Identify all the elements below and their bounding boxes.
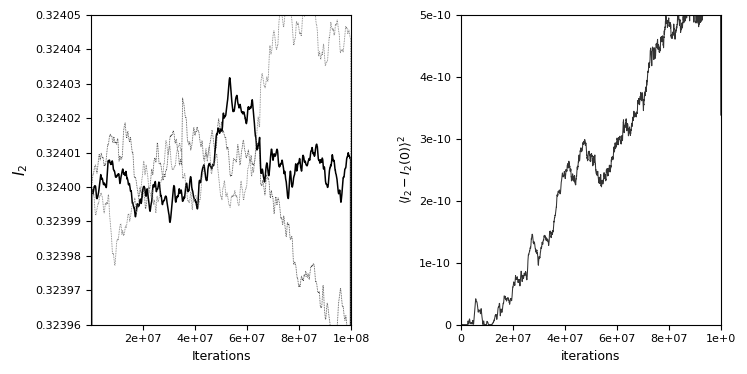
X-axis label: iterations: iterations bbox=[561, 350, 621, 363]
Y-axis label: $\langle I_2 - I_2(0) \rangle^2$: $\langle I_2 - I_2(0) \rangle^2$ bbox=[397, 135, 416, 204]
X-axis label: Iterations: Iterations bbox=[191, 350, 251, 363]
Y-axis label: $I_2$: $I_2$ bbox=[11, 164, 30, 176]
